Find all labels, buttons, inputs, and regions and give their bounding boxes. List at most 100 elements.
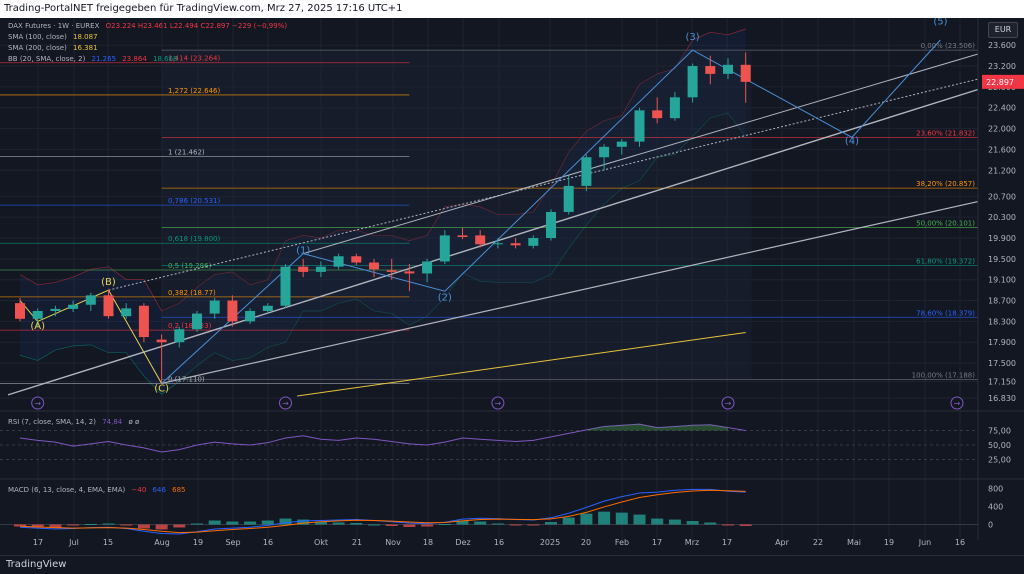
candle-body [510,243,521,246]
macd-histogram-bar [350,523,363,525]
last-price-tag [982,74,1024,89]
time-tick-label: 22 [813,538,823,547]
candle-body [15,303,25,319]
price-tick-label: 19.900 [988,234,1016,243]
candle-body [138,305,149,338]
bollinger-upper-line [19,28,746,312]
legend-macd-v2: 646 [152,486,166,494]
legend-bb-v1: 21.265 [91,55,117,63]
macd-histogram-bar [314,521,327,525]
candle-body [669,97,680,119]
legend-symbol: DAX Futures · 1W · EUREX O23.224 H23.461… [8,22,287,30]
trendline-lower [7,88,979,396]
price-tick-label: 20.300 [988,213,1016,222]
macd-histogram-bar [403,524,416,527]
footer: TradingView [0,555,1024,574]
elliott-wave-path [161,39,941,384]
candle-body [740,64,751,82]
price-tick-label: 17.900 [988,338,1016,347]
candle-body [333,256,344,267]
event-marker-icon [491,396,505,410]
candle-body [262,305,273,311]
wave-label: (4) [845,136,859,147]
macd-histogram-bar [722,524,734,526]
macd-tick-label: 800 [988,485,1003,494]
candle-body [315,266,326,272]
tradingview-logo: TradingView [6,559,67,570]
macd-histogram-bar [14,524,26,527]
macd-histogram-bar [474,521,487,525]
candle-body [245,310,256,322]
event-marker-icon [279,396,292,410]
legend-symbol-name: DAX Futures · 1W · EUREX [8,22,100,30]
fib-retracement-label: 0,00% (23.506) [921,42,976,50]
macd-histogram-bar [438,524,451,526]
candle-body [687,66,698,98]
time-tick-label: 17 [722,538,732,547]
candle-body [351,256,362,263]
wave-label: (1) [296,246,310,257]
fib-retracement-label: 100,00% (17.188) [912,371,976,379]
rsi-tick-label: 50,00 [988,441,1011,450]
event-marker-glyph: → [725,399,732,408]
macd-histogram-bar [137,524,150,529]
currency-button[interactable]: EUR [988,22,1018,38]
wave-label: (A) [30,321,45,332]
macd-histogram-bar [739,524,752,526]
candle-body [32,310,43,319]
macd-histogram-bar [244,521,257,525]
macd-histogram-bar [261,520,274,525]
legend-bb[interactable]: BB (20, SMA, close, 2) 21.265 23.864 18.… [8,55,178,63]
candle-body [121,308,132,317]
macd-tick-label: 0 [988,521,993,530]
time-tick-label: 16 [263,538,273,547]
candle-body [156,339,167,343]
macd-histogram-bar [598,511,611,525]
macd-histogram-bar [368,524,380,526]
legend-sma200[interactable]: SMA (200, close) 16.381 [8,44,98,52]
macd-histogram-bar [279,518,292,525]
macd-histogram-bar [562,517,575,525]
bollinger-band-fill [20,29,746,395]
price-tick-label: 22.400 [988,104,1016,113]
macd-histogram-bar [332,522,345,525]
macd-histogram-bar [208,520,221,525]
fib-extension-label: 1,414 (23.264) [168,55,220,63]
share-header-text: Trading-PortalNET freigegeben für Tradin… [4,3,403,14]
macd-histogram-bar [509,524,522,526]
macd-histogram-bar [297,519,310,525]
legend-macd-v3: 685 [172,486,186,494]
candle-body [528,238,539,246]
macd-histogram-bar [686,521,699,525]
macd-histogram-bar [615,512,628,525]
event-marker-icon [721,396,735,410]
event-marker-glyph: → [282,399,289,408]
macd-histogram-bar [421,524,434,527]
event-marker-glyph: → [495,399,502,408]
time-tick-label: Nov [385,538,401,547]
macd-histogram-bar [668,519,681,525]
time-tick-label: Aug [154,538,170,547]
candle-body [723,64,733,74]
candle-body [599,146,610,158]
rsi-overbought-fill [586,424,728,431]
price-tick-label: 17.150 [988,377,1016,386]
legend-macd[interactable]: MACD (6, 13, close, 4, EMA, EMA) −40 646… [8,486,186,494]
wave-label: (C) [154,384,169,395]
chart-area[interactable]: 23.60023.20022.80022.40022.00021.60021.2… [0,18,1024,555]
legend-sma100[interactable]: SMA (100, close) 18.087 [8,33,98,41]
time-tick-label: 19 [884,538,894,547]
candle-body [192,313,202,330]
fib-retracement-label: 78,60% (18.379) [916,309,975,317]
event-marker-glyph: → [34,399,41,408]
candle-body [563,185,574,212]
macd-histogram-bar [120,524,133,526]
time-tick-label: Mrz [685,538,699,547]
price-tick-label: 17.500 [988,359,1016,368]
event-marker-icon [950,396,964,410]
fib-extension-label: 0,382 (18.77) [168,289,216,297]
macd-line [19,488,746,535]
macd-histogram-bar [173,524,186,528]
legend-rsi[interactable]: RSI (7, close, SMA, 14, 2) 74,84 ø ø [8,418,139,426]
candle-body [103,295,114,317]
